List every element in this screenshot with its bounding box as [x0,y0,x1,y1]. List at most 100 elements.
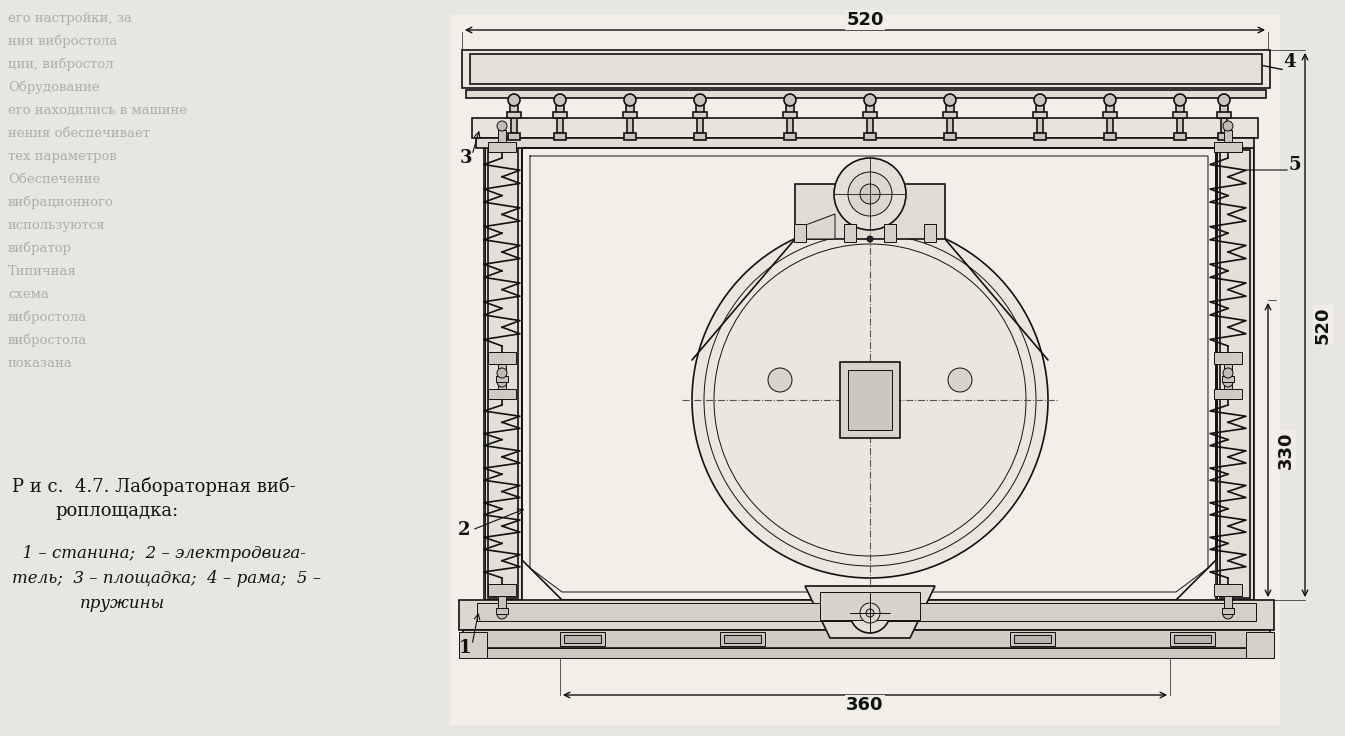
Text: роплощадка:: роплощадка: [55,502,179,520]
Text: вибрационного: вибрационного [8,196,114,209]
Bar [820,592,920,620]
Bar [1037,118,1042,133]
Bar [1010,632,1054,646]
Bar [498,377,506,389]
Bar [1036,100,1044,118]
Bar [1215,142,1241,152]
Text: ции, вибростол: ции, вибростол [8,57,113,71]
Text: схеме: схеме [1050,35,1091,48]
Circle shape [944,94,956,106]
Text: 1: 1 [459,639,471,657]
Text: и электрод: и электрод [740,35,816,48]
Bar [508,133,521,140]
Text: используются: используются [8,219,106,232]
Circle shape [498,609,507,619]
Circle shape [859,603,880,623]
Circle shape [498,377,507,387]
Circle shape [1223,121,1233,131]
Bar [554,133,566,140]
Circle shape [784,94,796,106]
Bar [564,635,601,643]
Bar [924,224,936,242]
Bar [1245,632,1274,658]
Circle shape [508,94,521,106]
Bar [1014,635,1050,643]
Bar [1173,112,1188,118]
Text: вибростола: вибростола [8,333,87,347]
Bar [553,112,568,118]
Bar [794,224,806,242]
Circle shape [1223,368,1233,378]
Polygon shape [806,586,935,638]
Bar [841,362,900,438]
Bar [697,118,703,133]
Bar [1224,377,1232,389]
Bar [1223,608,1233,614]
Text: пружины: пружины [79,595,165,612]
Bar [484,148,522,600]
Text: 520: 520 [846,11,884,29]
Text: вибрации: вибрации [740,219,807,232]
Bar [1219,133,1229,140]
Bar [1174,635,1210,643]
Bar [1221,118,1227,133]
Text: конструкций: конструкций [740,104,830,117]
Circle shape [498,121,507,131]
Text: тель;  3 – площадка;  4 – рама;  5 –: тель; 3 – площадка; 4 – рама; 5 – [12,570,321,587]
Bar [624,133,636,140]
Bar [1177,118,1184,133]
Bar [496,376,508,382]
Text: вибростола: вибростола [8,311,87,324]
Text: его настройки, за: его настройки, за [8,12,132,25]
Circle shape [1174,94,1186,106]
Text: различных: различных [1050,12,1126,25]
Bar [469,54,1262,84]
Text: 1 – станина;  2 – электродвига-: 1 – станина; 2 – электродвига- [12,545,305,562]
Bar [1103,112,1116,118]
Bar [472,118,1258,138]
Circle shape [863,94,876,106]
Bar [868,118,873,133]
Bar [557,118,564,133]
Bar [459,632,487,658]
Bar [1220,150,1250,598]
Circle shape [691,222,1048,578]
Bar [451,15,1280,725]
Bar [694,133,706,140]
Text: 520: 520 [1314,306,1332,344]
Text: установок: установок [740,196,811,209]
Text: тех параметров: тех параметров [8,150,117,163]
Text: ной схеме: ной схеме [740,58,810,71]
Circle shape [1034,94,1046,106]
Bar [724,635,761,643]
Circle shape [868,236,873,242]
Circle shape [850,593,890,633]
Bar [947,118,954,133]
Text: лабораторный: лабораторный [740,241,841,255]
Bar [488,584,516,596]
Bar [465,90,1266,98]
Bar [785,100,794,118]
Bar [783,112,798,118]
Text: площадка: площадка [740,265,810,278]
Bar [1033,112,1046,118]
Circle shape [948,368,972,392]
Circle shape [768,368,792,392]
Bar [496,608,508,614]
Bar [1170,632,1215,646]
Circle shape [834,158,907,230]
Circle shape [694,94,706,106]
Bar [498,596,506,610]
Text: 2: 2 [457,521,471,539]
Bar [784,133,796,140]
Bar [627,118,633,133]
Bar [720,632,765,646]
Bar [484,648,1250,658]
Circle shape [1219,94,1229,106]
Bar [695,100,703,118]
Text: привода: привода [1050,58,1107,71]
Bar [884,224,896,242]
Text: машин: машин [1050,104,1098,117]
Bar [1215,352,1241,364]
Circle shape [847,172,892,216]
